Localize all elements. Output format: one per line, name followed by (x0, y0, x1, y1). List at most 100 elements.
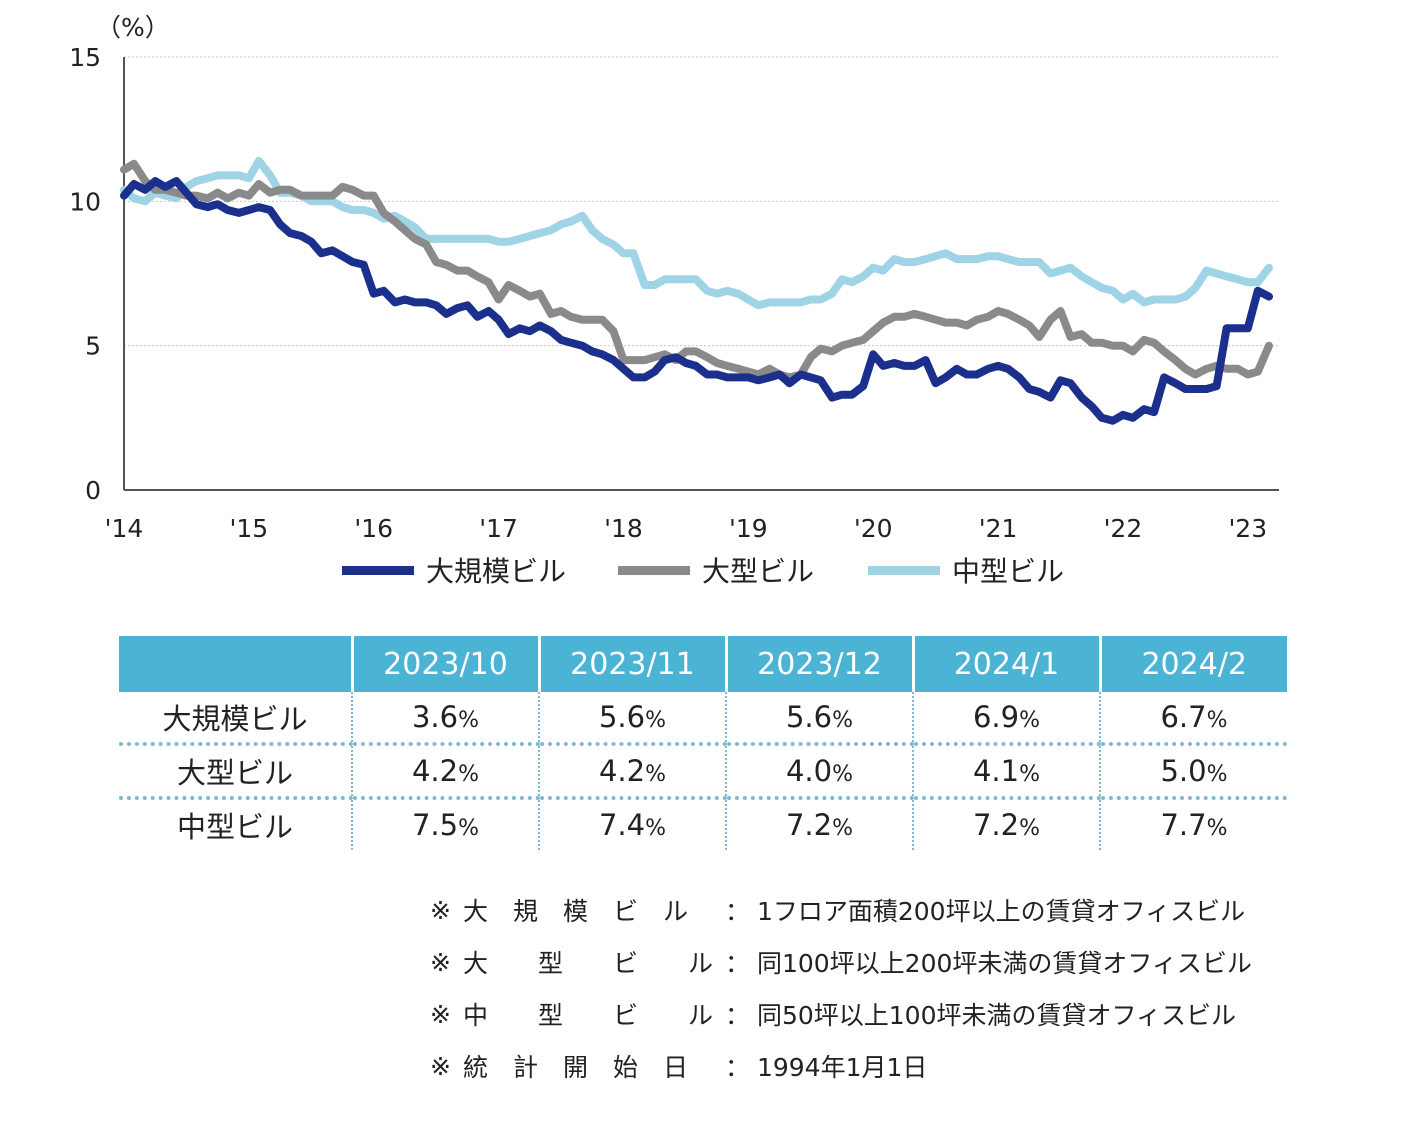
vacancy-rate-table: 2023/10 2023/11 2023/12 2024/1 2024/2 大規… (119, 636, 1287, 850)
table-corner-cell (119, 636, 352, 692)
footnote: ※ 大 規 模 ビ ル ： 1フロア面積200坪以上の賃貸オフィスビル (430, 884, 1252, 936)
row-label: 中型ビル (119, 796, 352, 850)
row-label: 大型ビル (119, 742, 352, 798)
cell-value: 7.2 (785, 808, 833, 842)
cell-value: 7.4 (598, 808, 646, 842)
cell-value: 4.1 (972, 754, 1020, 788)
cell-value: 4.0 (785, 754, 833, 788)
y-tick-label: 5 (85, 332, 101, 361)
column-header: 2024/2 (1098, 636, 1287, 692)
footnote-mark: ※ (430, 999, 451, 1029)
y-tick-label: 15 (69, 43, 101, 72)
cell-unit: % (1206, 708, 1228, 733)
cell-unit: % (645, 816, 667, 841)
footnote-text: 同50坪以上100坪未満の賃貸オフィスビル (756, 1001, 1236, 1030)
table-cell: 6.9% (912, 692, 1100, 744)
x-tick-label: '19 (729, 514, 768, 543)
cell-unit: % (1019, 708, 1041, 733)
table-cell: 5.6% (538, 692, 726, 744)
table-cell: 7.5% (351, 796, 539, 850)
cell-unit: % (832, 762, 854, 787)
table-cell: 5.6% (725, 692, 913, 744)
cell-value: 7.2 (972, 808, 1020, 842)
x-tick-label: '21 (979, 514, 1018, 543)
legend-item-large-scale: 大規模ビル (342, 548, 566, 592)
column-header: 2023/10 (350, 636, 539, 692)
x-tick-label: '18 (604, 514, 643, 543)
x-tick-labels: '14 '15 '16 '17 '18 '19 '20 '21 '22 '23 (105, 514, 1267, 543)
cell-unit: % (458, 708, 480, 733)
x-tick-label: '22 (1104, 514, 1143, 543)
cell-unit: % (1206, 816, 1228, 841)
cell-unit: % (1206, 762, 1228, 787)
table-cell: 4.1% (912, 742, 1100, 798)
line-chart: （%） 0 5 10 15 '14 '15 '16 '17 '18 '19 '20 '21 '22 '2… (69, 13, 1279, 543)
y-tick-labels: 0 5 10 15 (69, 43, 101, 505)
column-header: 2024/1 (911, 636, 1100, 692)
table-cell: 7.2% (912, 796, 1100, 850)
cell-unit: % (458, 762, 480, 787)
legend-swatch-medium (868, 565, 940, 575)
footnote-text: 同100坪以上200坪未満の賃貸オフィスビル (756, 949, 1252, 978)
series-lines (120, 156, 1273, 425)
x-tick-label: '17 (479, 514, 518, 543)
table-header-row: 2023/10 2023/11 2023/12 2024/1 2024/2 (119, 636, 1287, 692)
footnote-label: 統 計 開 始 日 (462, 1053, 688, 1082)
table-cell: 4.0% (725, 742, 913, 798)
cell-value: 7.5 (411, 808, 459, 842)
x-tick-label: '15 (230, 514, 269, 543)
footnote-mark: ※ (430, 895, 451, 925)
cell-value: 6.7 (1160, 700, 1207, 734)
footnote: ※ 中 型 ビ ル ： 同50坪以上100坪未満の賃貸オフィスビル (430, 988, 1252, 1040)
cell-value: 7.7 (1160, 808, 1207, 842)
footnote-text: 1994年1月1日 (756, 1053, 928, 1082)
footnote-text: 1フロア面積200坪以上の賃貸オフィスビル (756, 897, 1246, 926)
footnote-label: 大 型 ビ ル (462, 949, 713, 978)
y-tick-label: 0 (85, 476, 101, 505)
x-tick-label: '20 (854, 514, 893, 543)
column-header: 2023/12 (724, 636, 913, 692)
table-cell: 7.4% (538, 796, 726, 850)
table-row: 中型ビル 7.5% 7.4% 7.2% 7.2% 7.7% (119, 796, 1287, 850)
footnote-colon: ： (724, 949, 750, 978)
x-tick-label: '23 (1228, 514, 1267, 543)
footnote-colon: ： (724, 897, 750, 926)
table-cell: 4.2% (351, 742, 539, 798)
cell-value: 6.9 (972, 700, 1020, 734)
footnote: ※ 大 型 ビ ル ： 同100坪以上200坪未満の賃貸オフィスビル (430, 936, 1252, 988)
axes (123, 57, 1279, 491)
legend-swatch-large-scale (342, 565, 414, 575)
footnote: ※ 統 計 開 始 日 ： 1994年1月1日 (430, 1040, 1252, 1092)
table-cell: 4.2% (538, 742, 726, 798)
column-header: 2023/11 (537, 636, 726, 692)
table-row: 大型ビル 4.2% 4.2% 4.0% 4.1% 5.0% (119, 742, 1287, 798)
table-cell: 5.0% (1099, 742, 1287, 798)
cell-unit: % (1019, 762, 1041, 787)
footnote-colon: ： (724, 1053, 750, 1082)
series-line-2 (120, 156, 1273, 310)
gridlines (124, 56, 1279, 347)
cell-unit: % (1019, 816, 1041, 841)
x-tick-label: '16 (354, 514, 393, 543)
cell-value: 4.2 (598, 754, 646, 788)
footnote-colon: ： (724, 1001, 750, 1030)
series-line-1 (120, 159, 1273, 382)
table-cell: 6.7% (1099, 692, 1287, 744)
table-cell: 7.2% (725, 796, 913, 850)
cell-value: 3.6 (411, 700, 459, 734)
legend: 大規模ビル 大型ビル 中型ビル (0, 548, 1412, 592)
legend-item-medium: 中型ビル (868, 548, 1064, 592)
legend-label-medium: 中型ビル (952, 555, 1065, 588)
cell-value: 4.2 (411, 754, 459, 788)
cell-value: 5.0 (1160, 754, 1207, 788)
cell-unit: % (645, 762, 667, 787)
legend-item-large: 大型ビル (618, 548, 814, 592)
table-cell: 7.7% (1099, 796, 1287, 850)
footnote-label: 大 規 模 ビ ル (462, 897, 688, 926)
footnote-mark: ※ (430, 947, 451, 977)
row-label: 大規模ビル (162, 702, 308, 736)
legend-swatch-large (618, 565, 690, 575)
y-unit-label: （%） (96, 13, 170, 42)
footnotes: ※ 大 規 模 ビ ル ： 1フロア面積200坪以上の賃貸オフィスビル ※ 大 … (430, 884, 1252, 1092)
table-cell: 3.6% (351, 692, 539, 744)
